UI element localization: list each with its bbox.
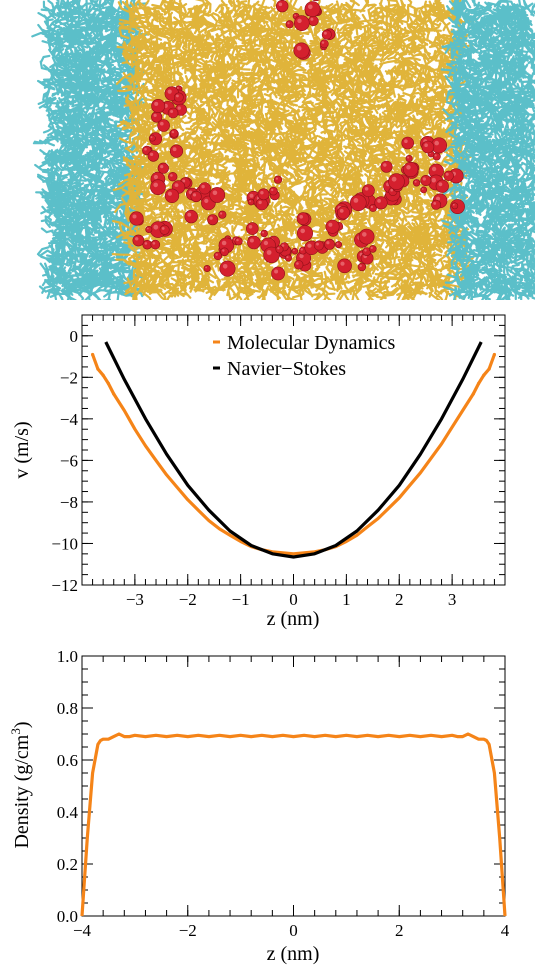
data-point: [482, 373, 486, 377]
y-tick-label: −8: [60, 493, 78, 512]
y-ticks: 0.0 0.2 0.4 0.6 0.8 1.0: [57, 647, 505, 926]
data-point: [96, 367, 100, 371]
legend-label-md: Molecular Dynamics: [227, 332, 395, 354]
data-point: [91, 352, 95, 357]
y-axis-label: v (m/s): [11, 421, 33, 478]
y-tick-label: −6: [60, 451, 78, 470]
x-tick-label: 0: [289, 921, 298, 940]
y-tick-label: 0: [70, 327, 79, 346]
y-tick-label: 0.0: [57, 907, 78, 926]
series-line-0: [91, 353, 496, 556]
plot-frame: [81, 655, 506, 917]
series-line-1: [104, 341, 483, 559]
y-tick-label: 0.8: [57, 699, 78, 718]
y-tick-label: −10: [51, 534, 78, 553]
y-ticks: 0 −2 −4 −6 −8 −10 −12: [51, 314, 505, 595]
x-axis-label: z (nm): [267, 608, 320, 630]
series-lines: [91, 341, 496, 559]
molecular-snapshot-image: [0, 0, 535, 300]
x-ticks: −3 −2 −1 0 1 2 3: [81, 315, 506, 609]
x-tick-label: 4: [501, 921, 510, 940]
x-tick-label: 2: [395, 590, 404, 609]
series-line-0: [80, 732, 507, 917]
y-tick-label: −4: [60, 410, 79, 429]
x-tick-label: −2: [179, 590, 197, 609]
x-tick-label: −4: [73, 921, 92, 940]
data-point: [101, 373, 105, 377]
y-tick-label: 0.4: [57, 803, 79, 822]
data-point: [112, 392, 116, 396]
y-axis-label-main: Density (g/cm: [11, 734, 33, 848]
y-tick-label: 1.0: [57, 647, 78, 666]
left-wall-molecules: [31, 0, 151, 300]
x-tick-label: 0: [289, 590, 298, 609]
x-tick-label: −2: [179, 921, 197, 940]
plot-frame: [81, 314, 506, 586]
x-tick-label: −1: [232, 590, 250, 609]
y-tick-label: −12: [51, 576, 78, 595]
x-tick-label: 3: [448, 590, 457, 609]
data-point: [492, 352, 496, 357]
y-axis-label-sup: 3: [8, 728, 23, 735]
y-tick-label: −2: [60, 368, 78, 387]
data-point: [477, 381, 481, 386]
x-tick-label: 1: [342, 590, 351, 609]
data-point: [487, 367, 491, 371]
x-ticks: −4 −2 0 2 4: [73, 656, 510, 940]
x-tick-label: −3: [126, 590, 144, 609]
y-axis-label: Density (g/cm3): [8, 721, 33, 848]
y-axis-label-end: ): [11, 721, 33, 728]
density-profile-chart: −4 −2 0 2 4 0.0 0.2 0.4 0.6 0.8 1.0 z (nm) Densit…: [8, 647, 510, 965]
solute-particles: [129, 0, 465, 281]
legend: Molecular Dynamics Navier−Stokes: [213, 332, 395, 380]
data-point: [471, 392, 475, 396]
x-axis-label: z (nm): [267, 943, 320, 965]
x-tick-label: 2: [395, 921, 404, 940]
velocity-profile-chart: −3 −2 −1 0 1 2 3 0−2−4−6−8−10−12 Molecular Dyn…: [11, 314, 506, 630]
right-wall-molecules: [440, 0, 535, 300]
y-tick-label: 0.2: [57, 855, 78, 874]
data-point: [106, 381, 110, 386]
y-tick-label: 0.6: [57, 751, 78, 770]
series-lines: [80, 732, 507, 917]
legend-label-ns: Navier−Stokes: [227, 358, 346, 380]
